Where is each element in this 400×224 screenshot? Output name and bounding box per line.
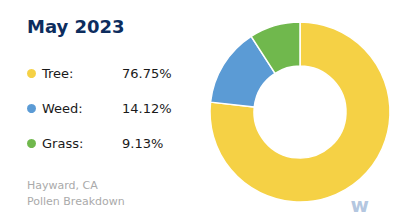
svg-text:w: w [351, 193, 369, 217]
svg-text:Grass:: Grass: [42, 136, 83, 151]
svg-text:Weed:: Weed: [42, 101, 83, 116]
svg-text:May 2023: May 2023 [27, 16, 125, 37]
svg-text:9.13%: 9.13% [122, 136, 163, 151]
svg-text:Tree:: Tree: [41, 66, 73, 81]
svg-text:Pollen Breakdown: Pollen Breakdown [27, 195, 125, 208]
svg-text:Hayward, CA: Hayward, CA [27, 179, 98, 192]
svg-text:76.75%: 76.75% [122, 66, 172, 81]
svg-text:14.12%: 14.12% [122, 101, 172, 116]
